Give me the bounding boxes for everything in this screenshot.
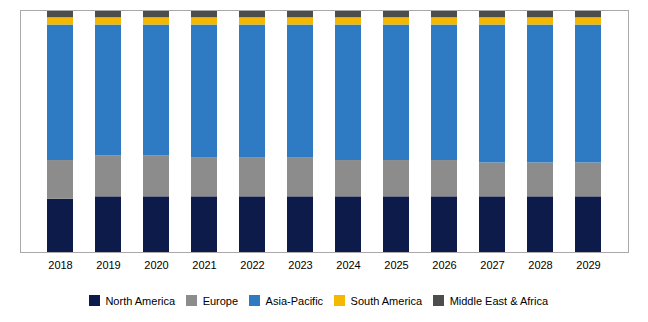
svg-text:2024: 2024 bbox=[336, 259, 360, 271]
html-text:Asia-Pacific: Asia-Pacific bbox=[265, 294, 324, 307]
svg-text:2026: 2026 bbox=[432, 259, 456, 271]
svg-text:2029: 2029 bbox=[576, 259, 600, 271]
svg-text:2025: 2025 bbox=[384, 259, 408, 271]
svg-text:2020: 2020 bbox=[144, 259, 168, 271]
html-text:Middle East & Africa: Middle East & Africa bbox=[449, 294, 549, 307]
svg-text:2019: 2019 bbox=[96, 259, 120, 271]
svg-text:2027: 2027 bbox=[480, 259, 504, 271]
html-text:South America: South America bbox=[350, 294, 423, 307]
svg-text:2022: 2022 bbox=[240, 259, 264, 271]
svg-text:2023: 2023 bbox=[288, 259, 312, 271]
html-text:North America: North America bbox=[105, 294, 176, 307]
svg-text:2028: 2028 bbox=[528, 259, 552, 271]
html-text:Europe: Europe bbox=[202, 294, 239, 307]
svg-text:2018: 2018 bbox=[48, 259, 72, 271]
svg-text:2021: 2021 bbox=[192, 259, 216, 271]
